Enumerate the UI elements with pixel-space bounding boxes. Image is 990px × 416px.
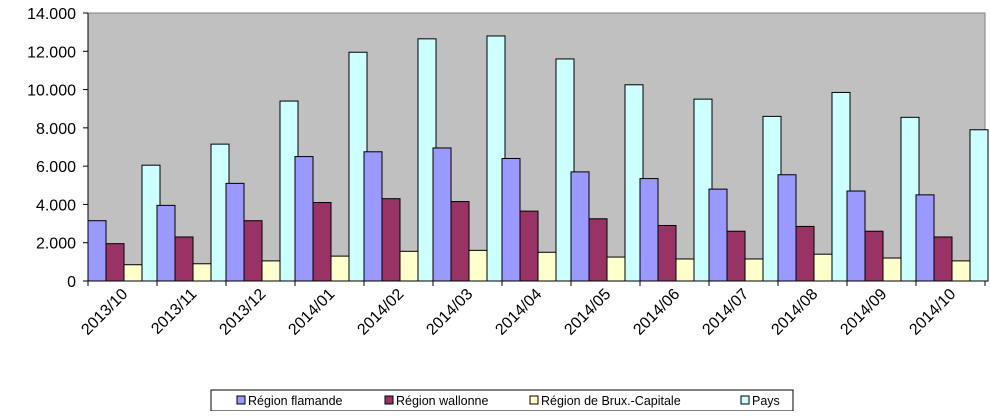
bar xyxy=(312,202,332,282)
x-tick-label: 2014/09 xyxy=(837,286,890,339)
bar xyxy=(831,91,851,282)
bar xyxy=(915,194,935,282)
y-tick-label: 12.000 xyxy=(27,44,76,61)
x-tick-label: 2014/05 xyxy=(561,286,614,339)
y-tick-label: 4.000 xyxy=(36,197,76,214)
bar xyxy=(87,220,107,282)
y-tick-label: 8.000 xyxy=(36,121,76,138)
bar xyxy=(777,174,797,282)
legend-label: Région wallonne xyxy=(396,394,488,408)
legend-label: Région flamande xyxy=(248,394,343,408)
bar xyxy=(951,260,971,282)
bar xyxy=(399,250,419,282)
bar xyxy=(156,204,176,282)
x-tick-label: 2014/06 xyxy=(630,286,683,339)
y-tick-label: 14.000 xyxy=(27,6,76,23)
bar xyxy=(105,243,125,282)
bar xyxy=(123,264,143,282)
y-tick-label: 0 xyxy=(67,274,76,291)
bar xyxy=(708,188,728,282)
legend-swatch xyxy=(384,395,394,405)
bar xyxy=(225,182,245,282)
legend-swatch xyxy=(529,395,539,405)
x-tick-label: 2014/08 xyxy=(768,286,821,339)
bar xyxy=(537,251,557,282)
bar xyxy=(846,190,866,282)
bar xyxy=(969,129,989,282)
bar xyxy=(243,220,263,282)
x-tick-label: 2014/01 xyxy=(285,286,338,339)
bar xyxy=(795,225,815,282)
bar xyxy=(294,156,314,282)
x-tick-label: 2014/03 xyxy=(423,286,476,339)
bar xyxy=(174,236,194,282)
bar xyxy=(933,236,953,282)
bar xyxy=(519,210,539,282)
bar xyxy=(261,260,281,282)
bar xyxy=(555,58,575,282)
bar xyxy=(432,147,452,282)
x-tick-label: 2013/11 xyxy=(148,286,200,338)
legend-swatch xyxy=(740,395,750,405)
x-tick-label: 2014/04 xyxy=(492,286,545,339)
y-tick-label: 10.000 xyxy=(27,83,76,100)
bar xyxy=(744,258,764,282)
legend-swatch xyxy=(236,395,246,405)
bar xyxy=(864,230,884,282)
legend-label: Région de Brux.-Capitale xyxy=(541,394,681,408)
bar xyxy=(813,253,833,282)
legend-label: Pays xyxy=(752,394,780,408)
x-tick-label: 2014/10 xyxy=(906,286,959,339)
bar xyxy=(675,258,695,282)
x-tick-label: 2013/12 xyxy=(216,286,269,339)
bar xyxy=(450,201,470,282)
y-tick-label: 2.000 xyxy=(36,236,76,253)
x-tick-label: 2014/02 xyxy=(354,286,407,339)
bar xyxy=(606,256,626,282)
bar xyxy=(657,224,677,282)
bar xyxy=(726,230,746,282)
bar xyxy=(381,198,401,282)
y-tick-label: 6.000 xyxy=(36,159,76,176)
bar xyxy=(501,157,521,282)
x-tick-label: 2013/10 xyxy=(78,286,131,339)
x-tick-label: 2014/07 xyxy=(699,286,752,339)
bar xyxy=(882,257,902,282)
bar xyxy=(588,218,608,282)
bar xyxy=(330,255,350,282)
bar xyxy=(639,178,659,282)
bar xyxy=(570,171,590,282)
bar xyxy=(192,263,212,282)
bar xyxy=(363,151,383,282)
bar xyxy=(468,249,488,282)
